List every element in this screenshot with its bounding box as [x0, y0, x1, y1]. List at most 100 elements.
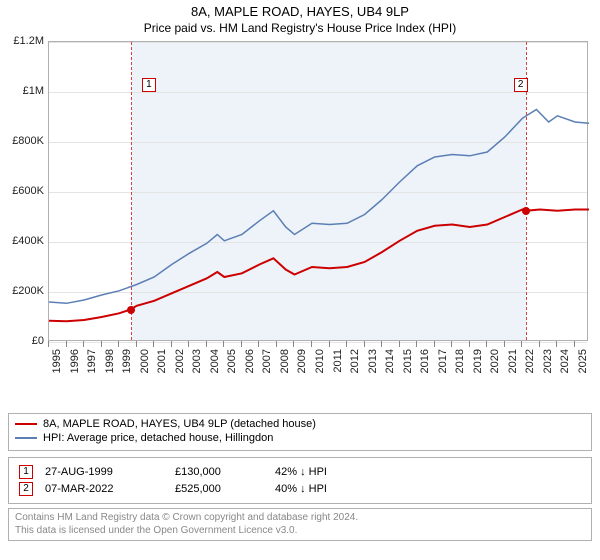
x-tick-label: 2003	[191, 349, 203, 373]
x-tick	[434, 341, 435, 347]
x-tick	[136, 341, 137, 347]
y-tick-label: £1M	[23, 85, 44, 97]
event-price: £525,000	[175, 483, 275, 495]
chart-title: 8A, MAPLE ROAD, HAYES, UB4 9LP	[0, 0, 600, 19]
footer-line-2: This data is licensed under the Open Gov…	[15, 525, 585, 538]
x-tick	[83, 341, 84, 347]
x-tick-label: 1997	[86, 349, 98, 373]
x-tick-label: 2006	[244, 349, 256, 373]
x-tick	[66, 341, 67, 347]
x-tick	[171, 341, 172, 347]
x-tick	[101, 341, 102, 347]
event-price: £130,000	[175, 466, 275, 478]
footer-line-1: Contains HM Land Registry data © Crown c…	[15, 512, 585, 525]
x-tick-label: 2018	[454, 349, 466, 373]
x-tick	[574, 341, 575, 347]
legend-swatch	[15, 437, 37, 439]
event-number-box: 2	[19, 482, 33, 496]
x-tick	[346, 341, 347, 347]
x-tick	[188, 341, 189, 347]
x-tick-label: 2016	[419, 349, 431, 373]
legend-panel: 8A, MAPLE ROAD, HAYES, UB4 9LP (detached…	[8, 413, 592, 451]
legend-label: HPI: Average price, detached house, Hill…	[43, 432, 273, 444]
x-tick	[329, 341, 330, 347]
y-tick-label: £0	[32, 335, 44, 347]
event-row: 1 27-AUG-1999£130,00042% ↓ HPI	[15, 465, 585, 479]
event-date: 27-AUG-1999	[45, 466, 175, 478]
y-tick-label: £1.2M	[13, 35, 44, 47]
x-tick	[48, 341, 49, 347]
x-tick-label: 2015	[402, 349, 414, 373]
x-tick-label: 2025	[577, 349, 589, 373]
event-pct: 42% ↓ HPI	[275, 466, 395, 478]
x-tick	[293, 341, 294, 347]
x-tick-label: 2024	[559, 349, 571, 373]
legend-label: 8A, MAPLE ROAD, HAYES, UB4 9LP (detached…	[43, 418, 316, 430]
x-tick-label: 2002	[174, 349, 186, 373]
event-row: 2 07-MAR-2022£525,00040% ↓ HPI	[15, 482, 585, 496]
x-tick-label: 2014	[384, 349, 396, 373]
x-tick-label: 2020	[489, 349, 501, 373]
x-tick	[276, 341, 277, 347]
event-vline	[131, 42, 132, 340]
y-tick-label: £600K	[12, 185, 44, 197]
legend-swatch	[15, 423, 37, 425]
x-tick	[399, 341, 400, 347]
event-pct: 40% ↓ HPI	[275, 483, 395, 495]
x-tick-label: 2011	[332, 349, 344, 373]
event-date: 07-MAR-2022	[45, 483, 175, 495]
event-dot	[127, 306, 135, 314]
price-chart: 12 £0£200K£400K£600K£800K£1M£1.2M1995199…	[0, 37, 600, 407]
legend-row: 8A, MAPLE ROAD, HAYES, UB4 9LP (detached…	[15, 418, 585, 430]
event-number-box: 1	[19, 465, 33, 479]
x-tick	[469, 341, 470, 347]
y-tick-label: £800K	[12, 135, 44, 147]
x-tick-label: 2009	[296, 349, 308, 373]
x-tick-label: 1995	[51, 349, 63, 373]
x-tick	[311, 341, 312, 347]
attribution-footer: Contains HM Land Registry data © Crown c…	[8, 508, 592, 541]
x-tick-label: 2022	[524, 349, 536, 373]
x-tick	[416, 341, 417, 347]
x-tick-label: 2007	[261, 349, 273, 373]
chart-subtitle: Price paid vs. HM Land Registry's House …	[0, 19, 600, 37]
x-tick-label: 1999	[121, 349, 133, 373]
x-tick	[521, 341, 522, 347]
x-tick-label: 2010	[314, 349, 326, 373]
x-tick	[451, 341, 452, 347]
legend-row: HPI: Average price, detached house, Hill…	[15, 432, 585, 444]
x-tick-label: 2008	[279, 349, 291, 373]
x-tick	[556, 341, 557, 347]
y-tick-label: £400K	[12, 235, 44, 247]
x-tick-label: 2000	[139, 349, 151, 373]
x-tick	[153, 341, 154, 347]
event-marker-box: 1	[142, 78, 156, 92]
x-tick-label: 1996	[69, 349, 81, 373]
x-tick	[486, 341, 487, 347]
x-tick-label: 2023	[542, 349, 554, 373]
events-panel: 1 27-AUG-1999£130,00042% ↓ HPI 2 07-MAR-202…	[8, 457, 592, 504]
x-tick-label: 1998	[104, 349, 116, 373]
x-tick-label: 2019	[472, 349, 484, 373]
y-tick-label: £200K	[12, 285, 44, 297]
gridline	[49, 342, 587, 343]
x-tick-label: 2012	[349, 349, 361, 373]
x-tick-label: 2005	[226, 349, 238, 373]
x-tick	[206, 341, 207, 347]
event-dot	[522, 207, 530, 215]
x-tick	[223, 341, 224, 347]
x-tick	[258, 341, 259, 347]
x-tick	[381, 341, 382, 347]
x-tick	[241, 341, 242, 347]
plot-area: 12	[48, 41, 588, 341]
x-tick-label: 2017	[437, 349, 449, 373]
x-tick	[539, 341, 540, 347]
x-tick	[504, 341, 505, 347]
x-tick	[364, 341, 365, 347]
x-tick-label: 2013	[367, 349, 379, 373]
event-marker-box: 2	[514, 78, 528, 92]
x-tick-label: 2001	[156, 349, 168, 373]
x-tick-label: 2021	[507, 349, 519, 373]
x-tick-label: 2004	[209, 349, 221, 373]
x-tick	[118, 341, 119, 347]
